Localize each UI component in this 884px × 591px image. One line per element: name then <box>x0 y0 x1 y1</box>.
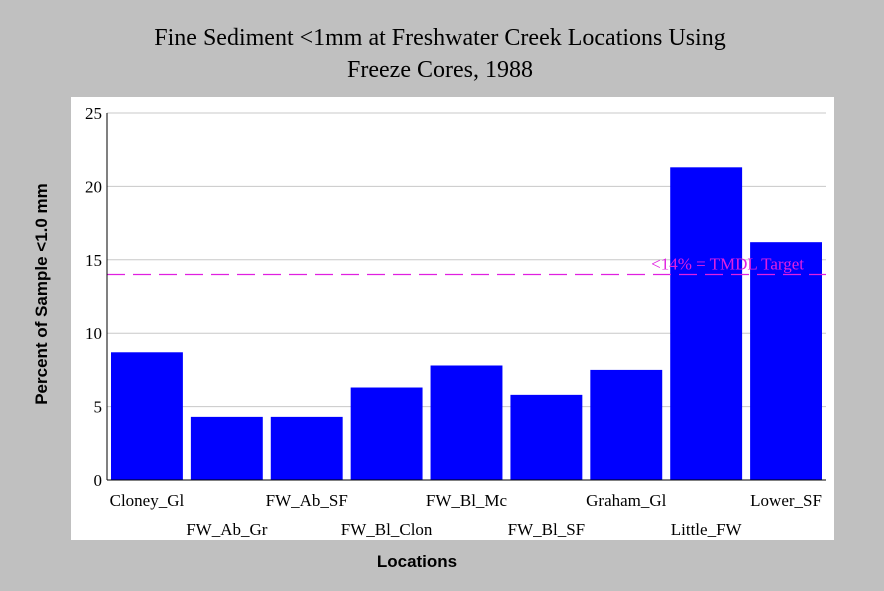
x-tick-label-little-fw: Little_FW <box>671 520 743 539</box>
chart-title: Fine Sediment <1mm at Freshwater Creek L… <box>154 25 725 51</box>
bar-cloney-gl <box>111 352 183 480</box>
bar-fw-bl-mc <box>430 365 503 480</box>
x-tick-label-fw-bl-sf: FW_Bl_SF <box>508 520 585 539</box>
x-tick-label-cloney-gl: Cloney_Gl <box>110 491 185 510</box>
bar-little-fw <box>670 167 743 481</box>
x-tick-label-fw-ab-sf: FW_Ab_SF <box>266 491 348 510</box>
y-tick-label-4: 20 <box>85 177 102 196</box>
bar-fw-ab-sf <box>270 416 343 480</box>
x-axis-title: Locations <box>377 552 457 571</box>
axes <box>106 113 826 481</box>
bar-fw-ab-gr <box>190 416 263 480</box>
x-tick-label-fw-bl-mc: FW_Bl_Mc <box>426 491 508 510</box>
y-tick-label-3: 15 <box>85 251 102 270</box>
y-axis-title: Percent of Sample <1.0 mm <box>32 183 51 405</box>
y-tick-labels: 0 5 10 15 20 25 <box>85 104 102 490</box>
y-tick-label-1: 5 <box>94 398 103 417</box>
y-tick-label-2: 10 <box>85 324 102 343</box>
chart-subtitle: Freeze Cores, 1988 <box>347 57 533 83</box>
x-tick-label-fw-bl-clon: FW_Bl_Clon <box>341 520 433 539</box>
x-tick-label-fw-ab-gr: FW_Ab_Gr <box>186 520 268 539</box>
bar-graham-gl <box>590 369 663 480</box>
x-tick-label-graham-gl: Graham_Gl <box>586 491 667 510</box>
x-tick-label-lower-sf: Lower_SF <box>750 491 822 510</box>
bars <box>111 167 822 481</box>
y-tick-label-0: 0 <box>94 471 103 490</box>
reference-line-group: <14% = TMDL Target <box>107 254 826 276</box>
bar-fw-bl-sf <box>510 394 583 480</box>
y-tick-label-5: 25 <box>85 104 102 123</box>
reference-line-label: <14% = TMDL Target <box>651 254 804 273</box>
bar-fw-bl-clon <box>350 387 423 480</box>
bar-lower-sf <box>750 242 822 480</box>
